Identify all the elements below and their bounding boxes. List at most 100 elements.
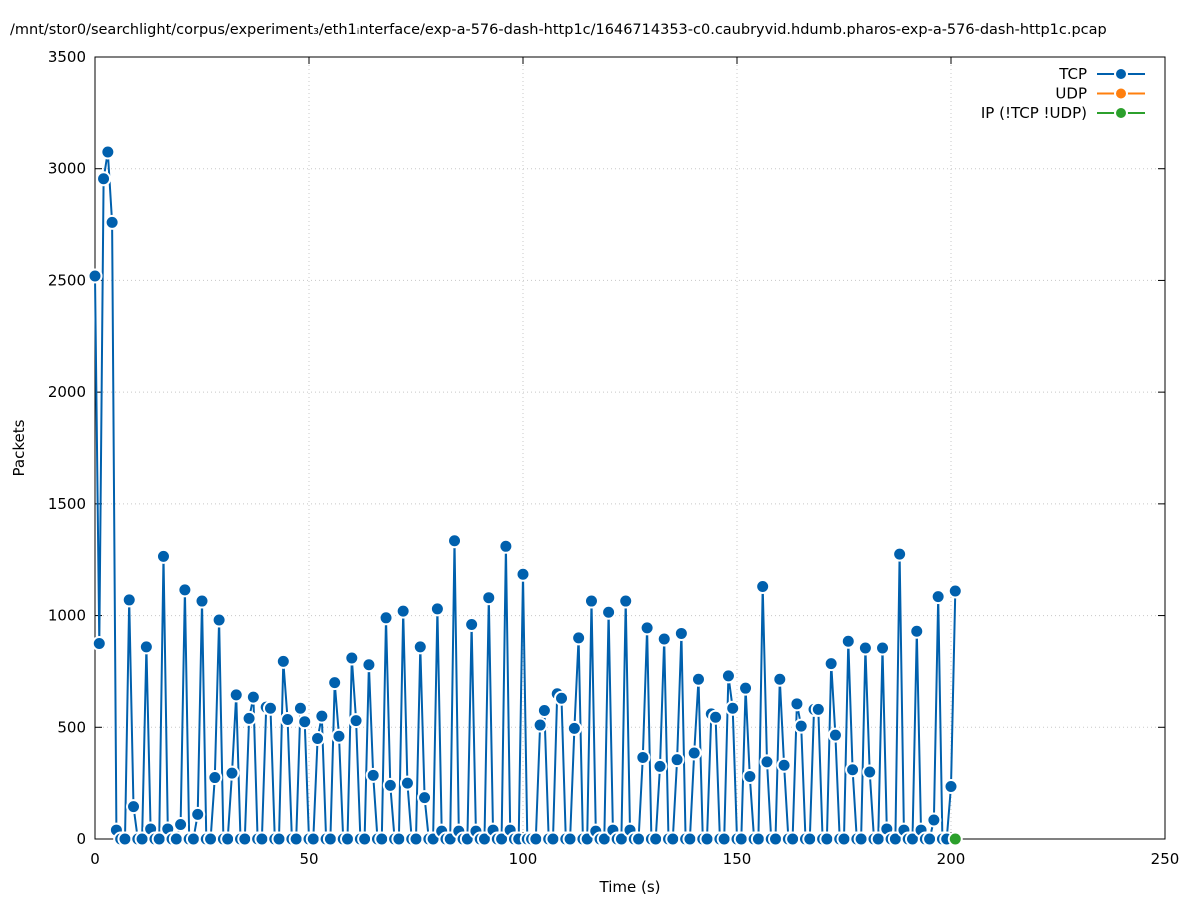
- data-point: [947, 583, 963, 599]
- data-point: [635, 749, 651, 765]
- x-tick-label: 100: [509, 850, 538, 868]
- data-point: [536, 703, 552, 719]
- data-point: [348, 713, 364, 729]
- data-point: [515, 566, 531, 582]
- data-point: [682, 831, 698, 847]
- data-point: [669, 752, 685, 768]
- data-point: [562, 831, 578, 847]
- legend-label: UDP: [1055, 85, 1087, 103]
- data-point: [755, 579, 771, 595]
- data-point: [845, 762, 861, 778]
- data-point: [498, 538, 514, 554]
- data-point: [194, 593, 210, 609]
- data-point: [853, 831, 869, 847]
- data-point: [930, 589, 946, 605]
- data-point: [155, 548, 171, 564]
- data-point: [742, 768, 758, 784]
- data-point: [429, 601, 445, 617]
- data-point: [686, 745, 702, 761]
- data-point: [417, 790, 433, 806]
- data-point: [648, 831, 664, 847]
- y-tick-label: 3000: [48, 160, 86, 178]
- data-point: [652, 758, 668, 774]
- data-point: [241, 710, 257, 726]
- data-point: [720, 668, 736, 684]
- data-point: [104, 214, 120, 230]
- y-tick-label: 500: [57, 718, 86, 736]
- legend-label: IP (!TCP !UDP): [981, 104, 1087, 122]
- x-tick-label: 150: [723, 850, 752, 868]
- data-point: [412, 639, 428, 655]
- data-point: [926, 812, 942, 828]
- x-tick-label: 250: [1151, 850, 1180, 868]
- y-axis-label: Packets: [10, 419, 28, 476]
- data-point: [378, 610, 394, 626]
- x-axis-label: Time (s): [599, 878, 661, 896]
- legend-item: IP (!TCP !UDP): [981, 104, 1145, 122]
- data-point: [138, 639, 154, 655]
- data-point: [121, 592, 137, 608]
- data-point: [211, 612, 227, 628]
- data-point: [275, 653, 291, 669]
- data-point: [361, 657, 377, 673]
- data-point: [126, 799, 142, 815]
- data-point: [207, 770, 223, 786]
- data-point: [789, 696, 805, 712]
- legend-label: TCP: [1058, 65, 1087, 83]
- series-tcp: [87, 144, 963, 847]
- data-point: [327, 675, 343, 691]
- data-point: [117, 831, 133, 847]
- data-point: [310, 730, 326, 746]
- data-point: [314, 708, 330, 724]
- axis-ticks: [94, 56, 1166, 840]
- data-point: [716, 831, 732, 847]
- legend-swatch-marker: [1114, 86, 1128, 101]
- data-point: [690, 671, 706, 687]
- data-point: [331, 728, 347, 744]
- legend-item: TCP: [1058, 65, 1145, 83]
- data-point: [532, 717, 548, 733]
- data-point: [733, 831, 749, 847]
- data-point: [357, 831, 373, 847]
- y-tick-labels: 0 500 1000 1500 2000 2500 3000 3500: [48, 48, 86, 848]
- data-point: [827, 727, 843, 743]
- data-point: [245, 689, 261, 705]
- data-point: [699, 831, 715, 847]
- data-point: [618, 593, 634, 609]
- data-point: [554, 690, 570, 706]
- data-point: [922, 831, 938, 847]
- x-tick-label: 200: [937, 850, 966, 868]
- data-point: [772, 671, 788, 687]
- data-point: [288, 831, 304, 847]
- data-point: [768, 831, 784, 847]
- data-point: [823, 656, 839, 672]
- data-point: [862, 764, 878, 780]
- data-point: [271, 831, 287, 847]
- chart-title: /mnt/stor0/searchlight/corpus/experiment…: [10, 22, 1107, 38]
- data-point: [280, 711, 296, 727]
- data-point: [292, 700, 308, 716]
- data-point: [857, 640, 873, 656]
- legend-item: UDP: [1055, 85, 1145, 103]
- data-point: [391, 831, 407, 847]
- data-point: [601, 604, 617, 620]
- data-point: [875, 640, 891, 656]
- data-point: [340, 831, 356, 847]
- data-point: [708, 709, 724, 725]
- data-point: [943, 778, 959, 794]
- data-point: [528, 831, 544, 847]
- data-point: [168, 831, 184, 847]
- data-point: [776, 757, 792, 773]
- data-point: [220, 831, 236, 847]
- data-point: [738, 680, 754, 696]
- data-point: [892, 546, 908, 562]
- data-point: [96, 171, 112, 187]
- data-point: [810, 701, 826, 717]
- y-tick-label: 1500: [48, 495, 86, 513]
- data-point: [228, 687, 244, 703]
- data-point: [545, 831, 561, 847]
- data-point: [840, 633, 856, 649]
- data-point: [785, 831, 801, 847]
